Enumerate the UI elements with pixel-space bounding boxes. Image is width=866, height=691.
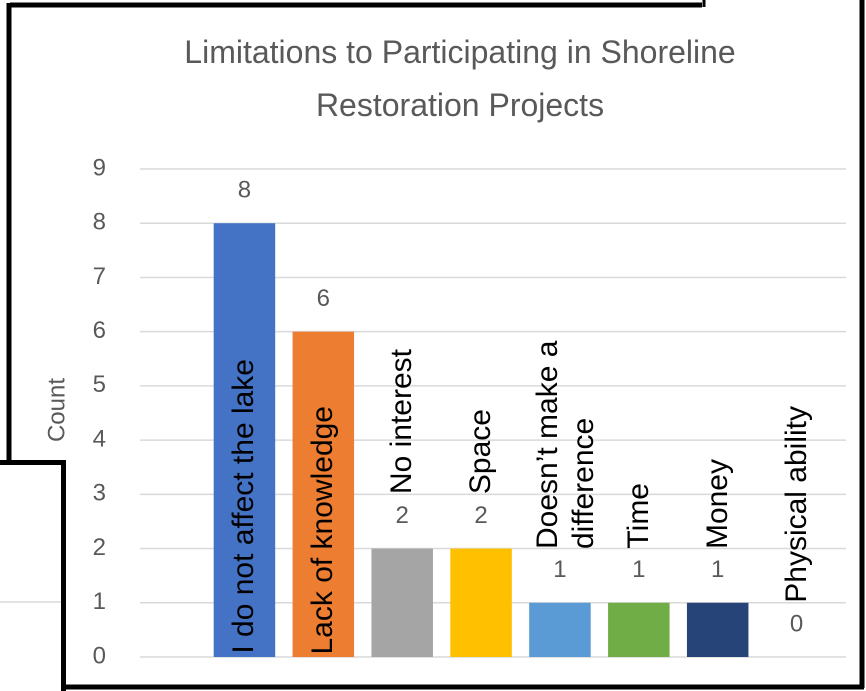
bar: [529, 602, 591, 657]
category-label: Space: [464, 409, 498, 495]
y-axis-label: Count: [43, 378, 70, 442]
value-label: 6: [317, 285, 330, 312]
y-tick-label: 3: [93, 480, 106, 507]
y-tick-label: 2: [93, 534, 106, 561]
y-tick-label: 8: [93, 209, 106, 236]
value-label: 1: [553, 556, 566, 583]
category-label: I do not affect the lake: [227, 359, 261, 654]
category-label: Money: [700, 458, 734, 549]
y-tick-label: 9: [93, 154, 106, 181]
value-label: 0: [790, 610, 803, 637]
category-label: Time: [621, 483, 655, 549]
bar: [450, 548, 512, 657]
bar: [371, 548, 433, 657]
y-tick-label: 1: [93, 588, 106, 615]
category-label: No interest: [385, 349, 419, 495]
value-label: 1: [711, 556, 724, 583]
bar: [292, 331, 355, 657]
category-label: Doesn’t make a difference: [530, 340, 600, 549]
y-tick-label: 4: [93, 425, 106, 452]
overlapping-frame: [0, 460, 66, 691]
value-label: 8: [238, 177, 251, 204]
category-label: Lack of knowledge: [306, 405, 340, 655]
y-tick-label: 6: [93, 317, 106, 344]
y-tick-label: 0: [93, 642, 106, 669]
y-tick-label: 7: [93, 263, 106, 290]
bar: [213, 223, 276, 657]
chart-title: Limitations to Participating in Shorelin…: [184, 34, 736, 123]
value-label: 2: [474, 502, 487, 529]
value-label: 1: [632, 556, 645, 583]
bar: [608, 602, 670, 657]
bar: [686, 602, 749, 657]
value-label: 2: [396, 502, 409, 529]
y-tick-label: 5: [93, 371, 106, 398]
category-label: Physical ability: [779, 406, 813, 603]
